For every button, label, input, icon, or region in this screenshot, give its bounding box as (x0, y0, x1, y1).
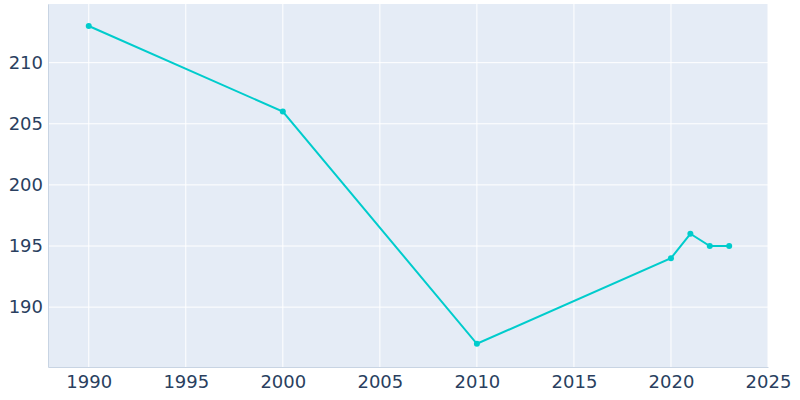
y-axis-tick-label: 195 (9, 235, 43, 256)
x-axis-tick: 1990 (66, 367, 112, 392)
series-marker (280, 109, 286, 115)
series-marker (668, 255, 674, 261)
y-axis-tick-label: 210 (9, 52, 43, 73)
x-grid-line (379, 4, 380, 367)
x-axis-tick-label: 2010 (454, 371, 500, 392)
x-grid-line (768, 4, 769, 367)
x-axis-tick: 2005 (357, 367, 403, 392)
y-axis: 190 195 200 205 210 (9, 5, 49, 368)
plot-group: 1990 1995 2000 2005 2010 2015 2020 2025 190 195 20… (9, 4, 792, 392)
x-axis-tick-label: 2000 (260, 371, 306, 392)
series-line (89, 26, 729, 344)
x-grid-line (88, 4, 89, 367)
y-grid-line (48, 184, 768, 185)
y-axis-tick: 210 (9, 52, 48, 73)
x-axis-tick-label: 1990 (66, 371, 112, 392)
x-axis-tick: 2000 (260, 367, 306, 392)
chart-svg: 1990 1995 2000 2005 2010 2015 2020 2025 190 195 20… (0, 0, 800, 400)
series-marker (86, 23, 92, 29)
y-axis-tick: 190 (9, 296, 48, 317)
x-grid-line (282, 4, 283, 367)
x-axis-tick: 2025 (746, 367, 792, 392)
x-axis-tick-label: 2020 (649, 371, 695, 392)
x-axis-tick: 2010 (454, 367, 500, 392)
plot-background (48, 4, 768, 367)
x-axis-tick-label: 2005 (357, 371, 403, 392)
x-axis-tick: 1995 (163, 367, 209, 392)
series-marker (726, 243, 732, 249)
x-grid-line (573, 4, 574, 367)
x-axis-tick-label: 1995 (163, 371, 209, 392)
y-axis-line (48, 5, 49, 368)
y-grid (48, 63, 768, 307)
y-axis-tick-label: 190 (9, 296, 43, 317)
x-axis: 1990 1995 2000 2005 2010 2015 2020 2025 (49, 367, 792, 392)
series-marker (707, 243, 713, 249)
series-marker (687, 231, 693, 237)
y-axis-tick-label: 200 (9, 174, 43, 195)
y-axis-tick: 205 (9, 113, 48, 134)
y-axis-tick: 200 (9, 174, 48, 195)
x-axis-tick: 2020 (649, 367, 695, 392)
y-grid-line (48, 307, 768, 308)
x-axis-line (49, 367, 769, 368)
x-axis-tick-label: 2025 (746, 371, 792, 392)
y-grid-line (48, 123, 768, 124)
y-grid-line (48, 62, 768, 63)
x-grid-line (670, 4, 671, 367)
y-axis-tick: 195 (9, 235, 48, 256)
series-marker (474, 341, 480, 347)
y-axis-tick-label: 205 (9, 113, 43, 134)
x-grid-line (476, 4, 477, 367)
x-axis-tick: 2015 (552, 367, 598, 392)
chart-container: 1990 1995 2000 2005 2010 2015 2020 2025 190 195 20… (0, 0, 800, 400)
x-grid-line (185, 4, 186, 367)
y-grid-line (48, 246, 768, 247)
x-grid (89, 4, 768, 367)
x-axis-tick-label: 2015 (552, 371, 598, 392)
data-group (86, 23, 732, 347)
